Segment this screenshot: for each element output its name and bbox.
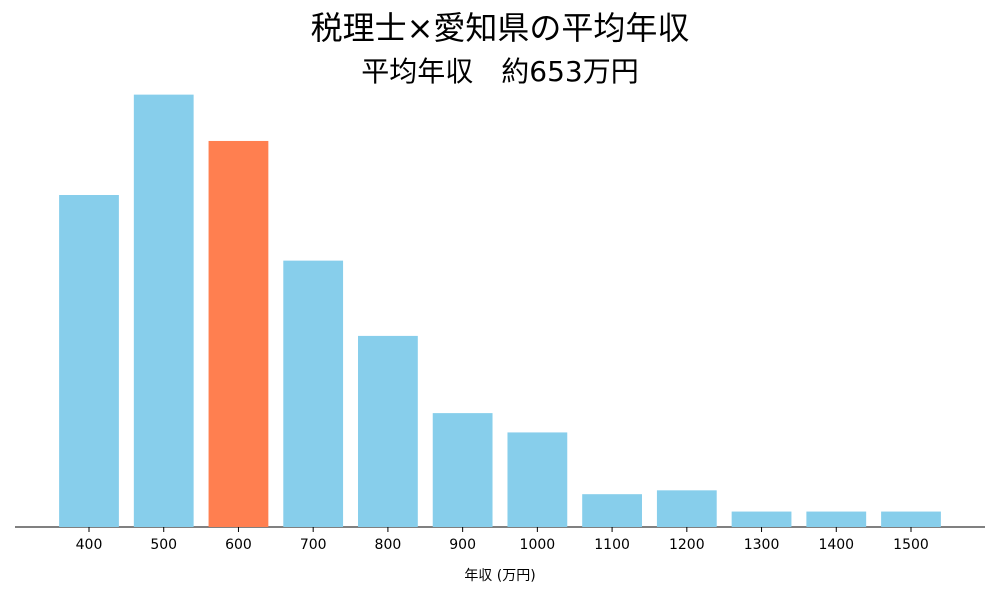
x-tick-label: 500	[150, 537, 177, 553]
chart-title: 税理士×愛知県の平均年収	[311, 9, 690, 47]
bar	[283, 260, 344, 527]
x-tick-label: 1200	[669, 537, 705, 553]
bar	[358, 335, 418, 527]
x-tick-label: 1100	[594, 537, 630, 553]
x-tick-label: 1300	[744, 537, 780, 553]
x-tick-label: 1400	[818, 537, 854, 553]
bar	[133, 94, 194, 528]
bar	[432, 413, 493, 527]
bar	[208, 140, 269, 527]
bar	[881, 511, 941, 527]
bar	[59, 195, 119, 527]
x-tick-label: 1500	[893, 537, 929, 553]
x-axis-label: 年収 (万円)	[464, 568, 535, 584]
chart-subtitle: 平均年収 約653万円	[361, 55, 638, 88]
x-tick-label: 700	[300, 537, 327, 553]
bar	[806, 511, 867, 527]
x-tick-label: 800	[375, 537, 402, 553]
x-tick-label: 400	[76, 537, 103, 553]
bar	[582, 494, 642, 527]
bar	[731, 511, 792, 527]
x-tick-label: 900	[449, 537, 476, 553]
x-tick-label: 1000	[520, 537, 556, 553]
x-tick-label: 600	[225, 537, 252, 553]
bar	[507, 432, 568, 527]
bar	[656, 490, 717, 527]
